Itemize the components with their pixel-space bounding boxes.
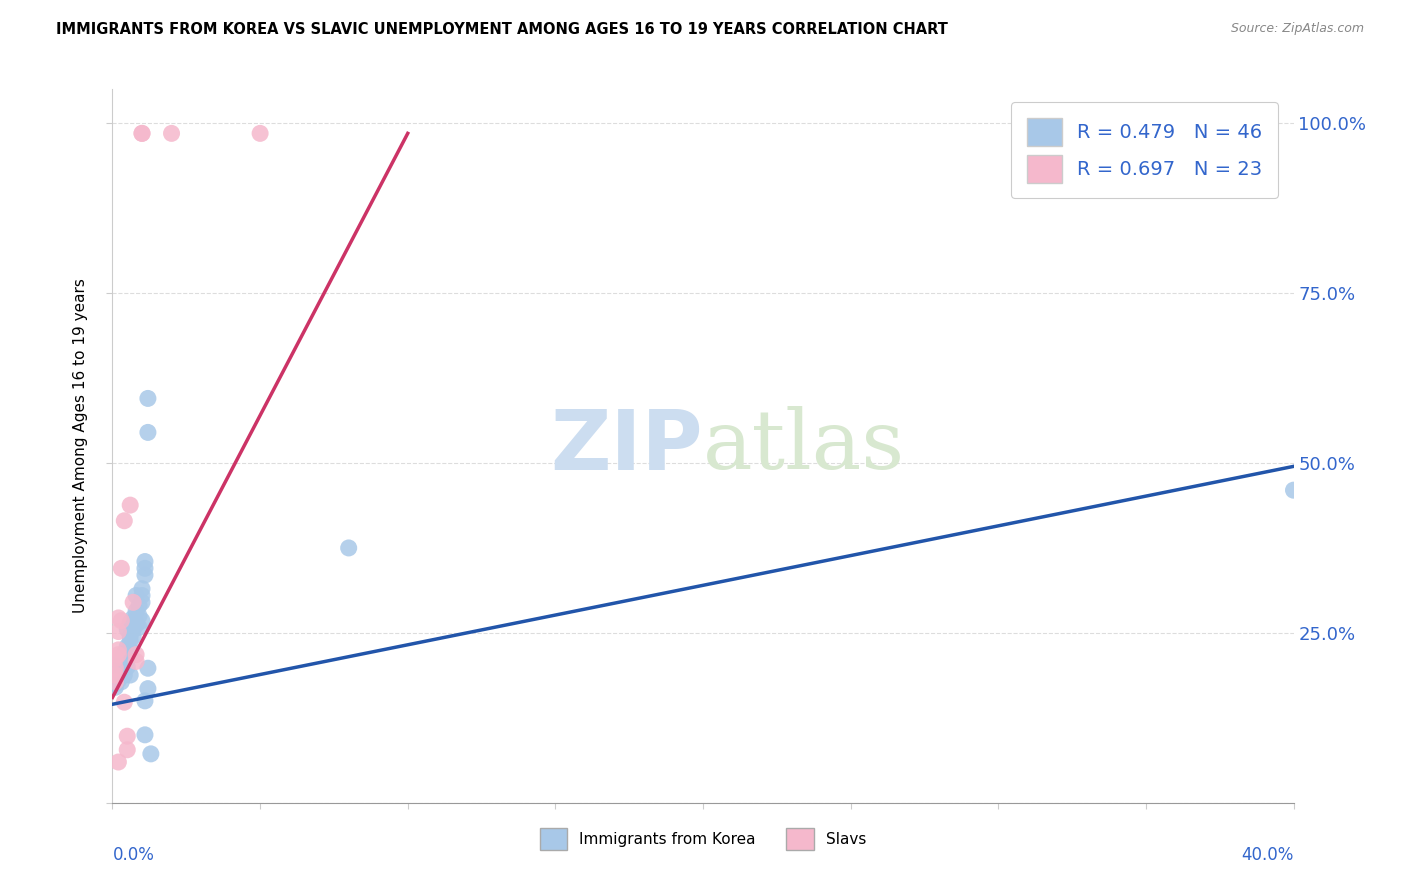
Point [134,728,156,742]
Point [128,608,150,623]
Point [122,629,145,643]
Point [131,589,153,603]
Point [136,681,159,696]
Point [107,663,129,677]
Point [107,657,129,671]
Point [112,646,135,660]
Point [134,568,156,582]
Point [125,617,148,632]
Text: atlas: atlas [703,406,905,486]
Point [110,653,132,667]
Point [131,595,153,609]
Point [112,514,135,528]
Point [112,668,135,682]
Point [104,668,127,682]
Point [136,392,159,406]
Point [120,498,142,512]
Point [104,651,127,665]
Point [125,655,148,669]
Text: 40.0%: 40.0% [1241,846,1294,863]
Point [110,614,132,628]
Point [112,660,135,674]
Point [131,614,153,628]
Point [125,589,148,603]
Point [107,611,129,625]
Point [107,643,129,657]
Point [117,623,138,637]
Point [128,620,150,634]
Point [117,729,138,743]
Point [134,561,156,575]
Point [120,615,142,630]
Point [136,661,159,675]
Point [107,673,129,688]
Point [160,127,183,141]
Point [120,668,142,682]
Point [122,623,145,637]
Point [134,555,156,569]
Point [120,634,142,648]
Point [117,743,138,757]
Point [117,640,138,654]
Point [131,127,153,141]
Point [249,127,271,141]
Point [122,611,145,625]
Point [107,648,129,662]
Point [131,582,153,596]
Point [107,755,129,769]
Text: ZIP: ZIP [551,406,703,486]
Point [125,648,148,662]
Point [104,677,127,691]
Point [139,747,162,761]
Point [128,599,150,613]
Point [110,561,132,575]
Text: Source: ZipAtlas.com: Source: ZipAtlas.com [1230,22,1364,36]
Y-axis label: Unemployment Among Ages 16 to 19 years: Unemployment Among Ages 16 to 19 years [73,278,89,614]
Point [104,674,127,689]
Text: 0.0%: 0.0% [112,846,155,863]
Point [112,695,135,709]
Text: IMMIGRANTS FROM KOREA VS SLAVIC UNEMPLOYMENT AMONG AGES 16 TO 19 YEARS CORRELATI: IMMIGRANTS FROM KOREA VS SLAVIC UNEMPLOY… [56,22,948,37]
Point [107,624,129,639]
Point [117,653,138,667]
Legend: Immigrants from Korea, Slavs: Immigrants from Korea, Slavs [533,822,873,855]
Point [125,615,148,630]
Point [122,595,145,609]
Point [117,660,138,674]
Point [1282,483,1305,498]
Point [136,425,159,440]
Point [110,674,132,689]
Point [110,663,132,677]
Point [104,661,127,675]
Point [125,604,148,618]
Point [337,541,360,555]
Point [134,694,156,708]
Point [120,629,142,643]
Point [104,680,127,694]
Point [131,127,153,141]
Point [120,643,142,657]
